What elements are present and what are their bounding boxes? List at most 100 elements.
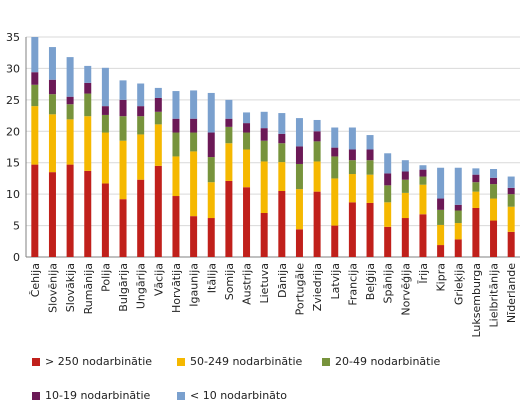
bar-segment bbox=[507, 176, 515, 188]
bar-segment bbox=[101, 67, 109, 107]
bar-segment bbox=[48, 79, 56, 95]
y-tick-label: 15 bbox=[6, 157, 20, 170]
y-tick-label: 10 bbox=[6, 188, 20, 201]
bar-segment bbox=[84, 170, 92, 257]
bar-segment bbox=[348, 202, 356, 257]
bar-segment bbox=[119, 116, 127, 141]
bar-segment bbox=[84, 93, 92, 117]
bar-segment bbox=[84, 116, 92, 171]
y-tick-label: 35 bbox=[6, 31, 20, 44]
bar-segment bbox=[207, 218, 215, 257]
bar-segment bbox=[154, 87, 162, 98]
x-tick-label: Lietuva bbox=[258, 263, 271, 304]
bar-segment bbox=[348, 174, 356, 203]
x-tick-label: Norvēģija bbox=[399, 263, 412, 316]
bar-segment bbox=[348, 160, 356, 175]
bar-segment bbox=[384, 226, 392, 257]
x-tick-label: Beļģija bbox=[364, 263, 377, 300]
bar-segment bbox=[331, 127, 339, 148]
bar-segment bbox=[490, 177, 498, 185]
bar-segment bbox=[419, 176, 427, 185]
bar-segment bbox=[260, 111, 268, 129]
y-tick-label: 5 bbox=[13, 220, 20, 233]
bar-segment bbox=[295, 163, 303, 190]
bar-segment bbox=[190, 132, 198, 152]
bar-segment bbox=[154, 111, 162, 125]
bar-segment bbox=[66, 164, 74, 257]
bar-segment bbox=[260, 213, 268, 257]
bar-segment bbox=[313, 131, 321, 142]
bar-segment bbox=[384, 173, 392, 186]
bar-segment bbox=[348, 127, 356, 150]
bar-segment bbox=[278, 143, 286, 163]
bar-segment bbox=[84, 65, 92, 83]
bar-segment bbox=[31, 72, 39, 85]
bar-segment bbox=[384, 202, 392, 227]
bar-segment bbox=[331, 156, 339, 179]
bar-segment bbox=[507, 231, 515, 257]
bar-segment bbox=[31, 106, 39, 165]
bar-segment bbox=[490, 198, 498, 221]
x-tick-label: Francija bbox=[346, 263, 359, 306]
bar-segment bbox=[472, 168, 480, 175]
bar-segment bbox=[454, 223, 462, 240]
bar-segment bbox=[172, 91, 180, 119]
x-tick-label: Spānija bbox=[382, 263, 395, 304]
bar-segment bbox=[101, 183, 109, 257]
bar-segment bbox=[225, 126, 233, 144]
bar-segment bbox=[437, 245, 445, 257]
bar-segment bbox=[366, 135, 374, 150]
bar-segment bbox=[490, 169, 498, 178]
bar-segment bbox=[31, 37, 39, 73]
x-tick-label: Austrija bbox=[241, 263, 254, 305]
y-tick-label: 0 bbox=[13, 251, 20, 264]
bar-segment bbox=[66, 104, 74, 120]
bar-segment bbox=[101, 106, 109, 115]
bar-segment bbox=[66, 96, 74, 105]
bar-segment bbox=[507, 194, 515, 207]
x-tick-label: Kipra bbox=[435, 263, 448, 292]
bar-segment bbox=[84, 82, 92, 94]
bar-segment bbox=[419, 165, 427, 170]
bar-segment bbox=[137, 83, 145, 107]
x-tick-label: Dānija bbox=[276, 263, 289, 298]
bar-segment bbox=[278, 191, 286, 257]
bar-segment bbox=[401, 218, 409, 257]
bar-segment bbox=[472, 191, 480, 208]
bar-segment bbox=[348, 149, 356, 161]
bar-segment bbox=[243, 132, 251, 150]
bar-segment bbox=[243, 149, 251, 188]
bar-segment bbox=[295, 146, 303, 164]
x-tick-label: Īrija bbox=[417, 263, 430, 284]
x-tick-label: Horvātija bbox=[170, 263, 183, 313]
bar-segment bbox=[48, 47, 56, 80]
bar-segment bbox=[225, 180, 233, 257]
bar-segment bbox=[472, 174, 480, 183]
bar-segment bbox=[401, 179, 409, 193]
y-tick-label: 25 bbox=[6, 94, 20, 107]
bar-segment bbox=[172, 132, 180, 157]
bar-segment bbox=[101, 114, 109, 133]
bar-segment bbox=[137, 116, 145, 135]
bar-segment bbox=[243, 123, 251, 133]
x-tick-label: Latvija bbox=[329, 263, 342, 300]
bar-segment bbox=[243, 112, 251, 124]
bar-segment bbox=[154, 165, 162, 257]
bar-segment bbox=[137, 179, 145, 257]
bar-segment bbox=[119, 140, 127, 200]
bar-segment bbox=[278, 162, 286, 191]
bar-segment bbox=[207, 182, 215, 219]
bar-segment bbox=[172, 196, 180, 257]
x-tick-label: Rumānija bbox=[82, 263, 95, 314]
bar-segment bbox=[472, 207, 480, 257]
bar-segment bbox=[437, 209, 445, 225]
bar-segment bbox=[384, 185, 392, 203]
bar-segment bbox=[260, 161, 268, 213]
bar-segment bbox=[278, 133, 286, 144]
bar-segment bbox=[260, 140, 268, 162]
bar-segment bbox=[225, 143, 233, 181]
bar-segment bbox=[172, 118, 180, 133]
bar-segment bbox=[401, 192, 409, 219]
bar-segment bbox=[366, 149, 374, 161]
